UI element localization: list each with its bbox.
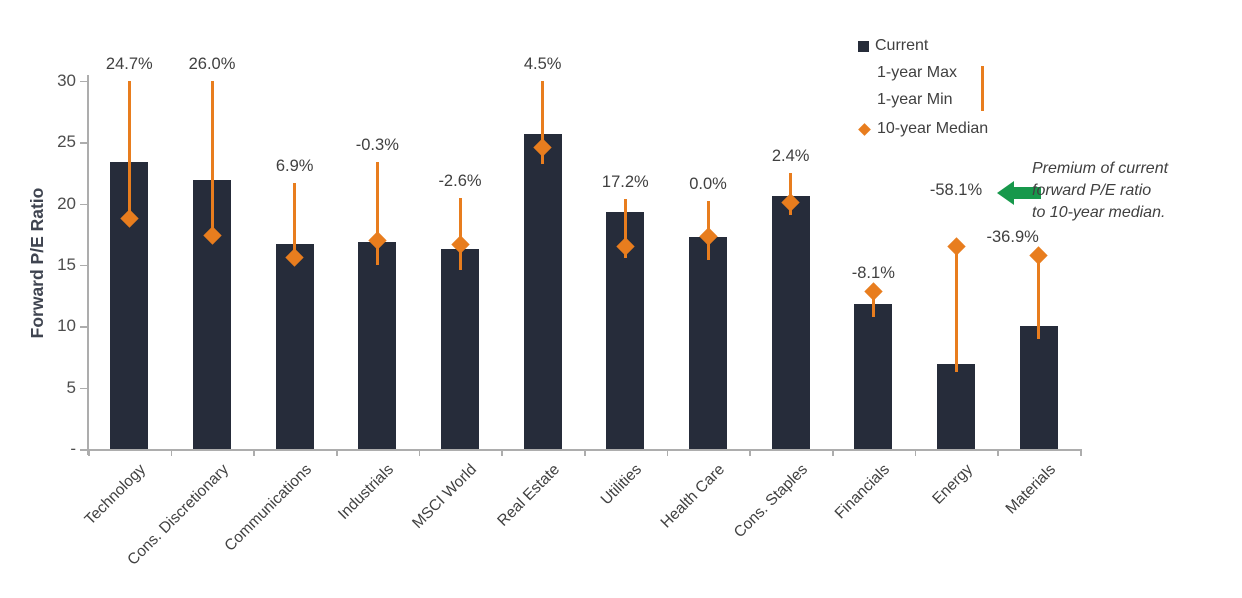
x-tick bbox=[170, 449, 173, 456]
range-line-energy bbox=[954, 247, 958, 372]
y-tick-label: 10 bbox=[57, 316, 76, 336]
annotation-line-1: Premium of current bbox=[1032, 160, 1169, 177]
legend-item-1-year-min: 1-year Min bbox=[858, 89, 953, 111]
x-tick bbox=[832, 449, 834, 456]
bar-health-care bbox=[689, 236, 727, 449]
x-tick bbox=[501, 449, 503, 456]
legend-label-current: Current bbox=[875, 37, 929, 54]
range-line-financials bbox=[871, 289, 875, 317]
range-line-real-estate bbox=[541, 80, 545, 165]
bar-financials bbox=[854, 304, 893, 449]
bar-cons-staples bbox=[771, 196, 810, 449]
x-tick bbox=[914, 449, 917, 456]
y-tick-label: 20 bbox=[57, 193, 76, 213]
bar-communications bbox=[275, 244, 314, 449]
median-diamond-energy bbox=[946, 237, 966, 256]
annotation-line-3: to 10-year median. bbox=[1032, 204, 1166, 221]
median-diamond-icon bbox=[858, 122, 871, 136]
y-tick-label: 15 bbox=[57, 254, 76, 274]
annotation-line-2: forward P/E ratio bbox=[1032, 182, 1152, 199]
y-tick bbox=[80, 387, 88, 390]
x-tick bbox=[1080, 449, 1082, 456]
range-line-msci-world bbox=[458, 197, 462, 270]
y-tick bbox=[80, 203, 88, 206]
x-tick bbox=[584, 449, 586, 456]
legend-item-10-year-median: 10-year Median bbox=[858, 118, 988, 140]
legend-label-10-year-median: 10-year Median bbox=[877, 120, 989, 137]
legend-item-current: Current bbox=[858, 35, 928, 57]
premium-label-energy: -58.1% bbox=[929, 181, 983, 199]
bar-materials bbox=[1019, 326, 1058, 449]
x-tick bbox=[749, 449, 751, 456]
range-line-industrials bbox=[375, 161, 379, 265]
x-axis-label-technology: Technology bbox=[81, 461, 150, 529]
x-tick bbox=[418, 449, 421, 456]
bar-real-estate bbox=[523, 133, 562, 449]
annotation-text: Premium of current forward P/E ratio to … bbox=[1032, 158, 1168, 224]
legend-label-1-year-max: 1-year Max bbox=[877, 64, 958, 81]
y-axis-line bbox=[87, 75, 89, 455]
x-tick bbox=[997, 449, 999, 456]
y-tick-label: 25 bbox=[57, 132, 76, 152]
legend-label-1-year-min: 1-year Min bbox=[877, 91, 953, 108]
x-axis-line bbox=[85, 449, 1081, 451]
y-tick-label: 5 bbox=[66, 377, 76, 397]
x-tick bbox=[88, 449, 90, 456]
premium-label-cons-discretionary: 26.0% bbox=[188, 54, 236, 73]
x-tick bbox=[666, 449, 669, 456]
bar-energy bbox=[937, 364, 975, 449]
premium-label-materials: -36.9% bbox=[986, 227, 1039, 246]
left-arrow-tail bbox=[1013, 187, 1041, 199]
y-tick bbox=[80, 326, 88, 328]
bar-industrials bbox=[358, 241, 397, 449]
legend-item-1-year-max: 1-year Max bbox=[858, 62, 957, 84]
range-line-communications bbox=[293, 182, 297, 265]
premium-label-utilities: 17.2% bbox=[601, 172, 649, 191]
x-tick bbox=[336, 449, 338, 456]
premium-label-communications: 6.9% bbox=[275, 156, 314, 175]
premium-label-cons-staples: 2.4% bbox=[771, 146, 810, 165]
y-tick bbox=[80, 264, 88, 267]
range-line-utilities bbox=[623, 198, 627, 258]
premium-label-industrials: -0.3% bbox=[355, 135, 399, 154]
range-line-technology bbox=[127, 80, 131, 223]
y-tick-label: - bbox=[70, 439, 76, 458]
y-tick bbox=[80, 449, 88, 451]
range-line-cons-discretionary bbox=[210, 80, 214, 241]
premium-label-msci-world: -2.6% bbox=[438, 171, 482, 190]
left-arrow-icon bbox=[997, 181, 1014, 205]
median-diamond-financials bbox=[864, 282, 883, 302]
bar-msci-world bbox=[441, 249, 479, 449]
range-line-materials bbox=[1037, 253, 1041, 339]
premium-label-health-care: 0.0% bbox=[689, 175, 727, 194]
y-tick bbox=[80, 142, 88, 144]
x-tick bbox=[253, 449, 255, 456]
y-tick bbox=[80, 80, 88, 83]
current-swatch-icon bbox=[858, 40, 869, 52]
median-diamond-materials bbox=[1029, 245, 1048, 265]
premium-label-financials: -8.1% bbox=[851, 263, 895, 282]
minmax-range-line-icon bbox=[981, 66, 984, 111]
y-tick-label: 30 bbox=[57, 70, 76, 90]
premium-label-technology: 24.7% bbox=[105, 54, 153, 73]
premium-label-real-estate: 4.5% bbox=[523, 54, 562, 73]
